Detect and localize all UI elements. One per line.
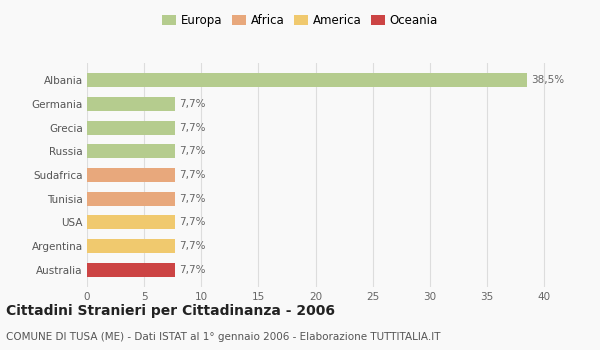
Bar [87, 191, 175, 206]
Text: 38,5%: 38,5% [532, 75, 565, 85]
Text: 7,7%: 7,7% [179, 146, 206, 156]
Bar [87, 97, 175, 111]
Legend: Europa, Africa, America, Oceania: Europa, Africa, America, Oceania [157, 9, 443, 32]
Text: COMUNE DI TUSA (ME) - Dati ISTAT al 1° gennaio 2006 - Elaborazione TUTTITALIA.IT: COMUNE DI TUSA (ME) - Dati ISTAT al 1° g… [6, 332, 440, 343]
Text: 7,7%: 7,7% [179, 99, 206, 109]
Text: 7,7%: 7,7% [179, 217, 206, 228]
Text: 7,7%: 7,7% [179, 194, 206, 204]
Bar [87, 144, 175, 159]
Bar [87, 215, 175, 230]
Text: Cittadini Stranieri per Cittadinanza - 2006: Cittadini Stranieri per Cittadinanza - 2… [6, 304, 335, 318]
Text: 7,7%: 7,7% [179, 265, 206, 275]
Bar [87, 262, 175, 277]
Text: 7,7%: 7,7% [179, 241, 206, 251]
Text: 7,7%: 7,7% [179, 170, 206, 180]
Bar [87, 120, 175, 135]
Bar [87, 168, 175, 182]
Bar [87, 239, 175, 253]
Bar [87, 73, 527, 88]
Text: 7,7%: 7,7% [179, 122, 206, 133]
